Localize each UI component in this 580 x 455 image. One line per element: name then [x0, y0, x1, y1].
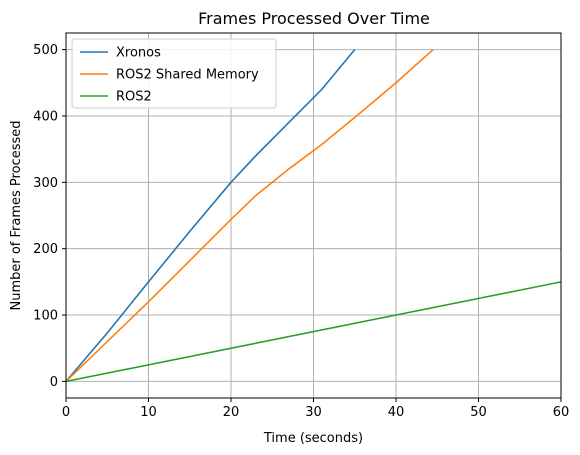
- y-tick-label: 400: [33, 109, 58, 124]
- chart-title: Frames Processed Over Time: [198, 9, 430, 28]
- legend-label-ros2: ROS2: [116, 90, 152, 105]
- legend-box: [71, 38, 277, 109]
- legend-label-ros2-shared-memory: ROS2 Shared Memory: [116, 68, 259, 83]
- y-tick-label: 500: [33, 43, 58, 58]
- legend-label-xronos: Xronos: [116, 46, 161, 61]
- x-axis-label: Time (seconds): [263, 431, 363, 446]
- x-tick-label: 0: [62, 405, 70, 420]
- x-tick-label: 40: [388, 405, 405, 420]
- series-line-ros2: [65, 281, 562, 383]
- x-tick-label: 60: [553, 405, 570, 420]
- y-tick-label: 300: [33, 176, 58, 191]
- series-line-xronos: [65, 49, 356, 382]
- y-tick-label: 0: [50, 375, 58, 390]
- x-tick-label: 10: [140, 405, 157, 420]
- x-tick-label: 20: [223, 405, 240, 420]
- y-tick-label: 200: [33, 242, 58, 257]
- x-tick-label: 30: [305, 405, 322, 420]
- y-tick-label: 100: [33, 309, 58, 324]
- axis-ticks: 0 10 20 30 40 50 60 0 100 200 300 400 500: [33, 43, 569, 420]
- series-line-ros2-shared-memory: [65, 48, 434, 382]
- x-tick-label: 50: [470, 405, 487, 420]
- series-lines: [65, 48, 562, 383]
- y-axis-label: Number of Frames Processed: [9, 121, 24, 311]
- legend: Xronos ROS2 Shared Memory ROS2: [71, 38, 277, 109]
